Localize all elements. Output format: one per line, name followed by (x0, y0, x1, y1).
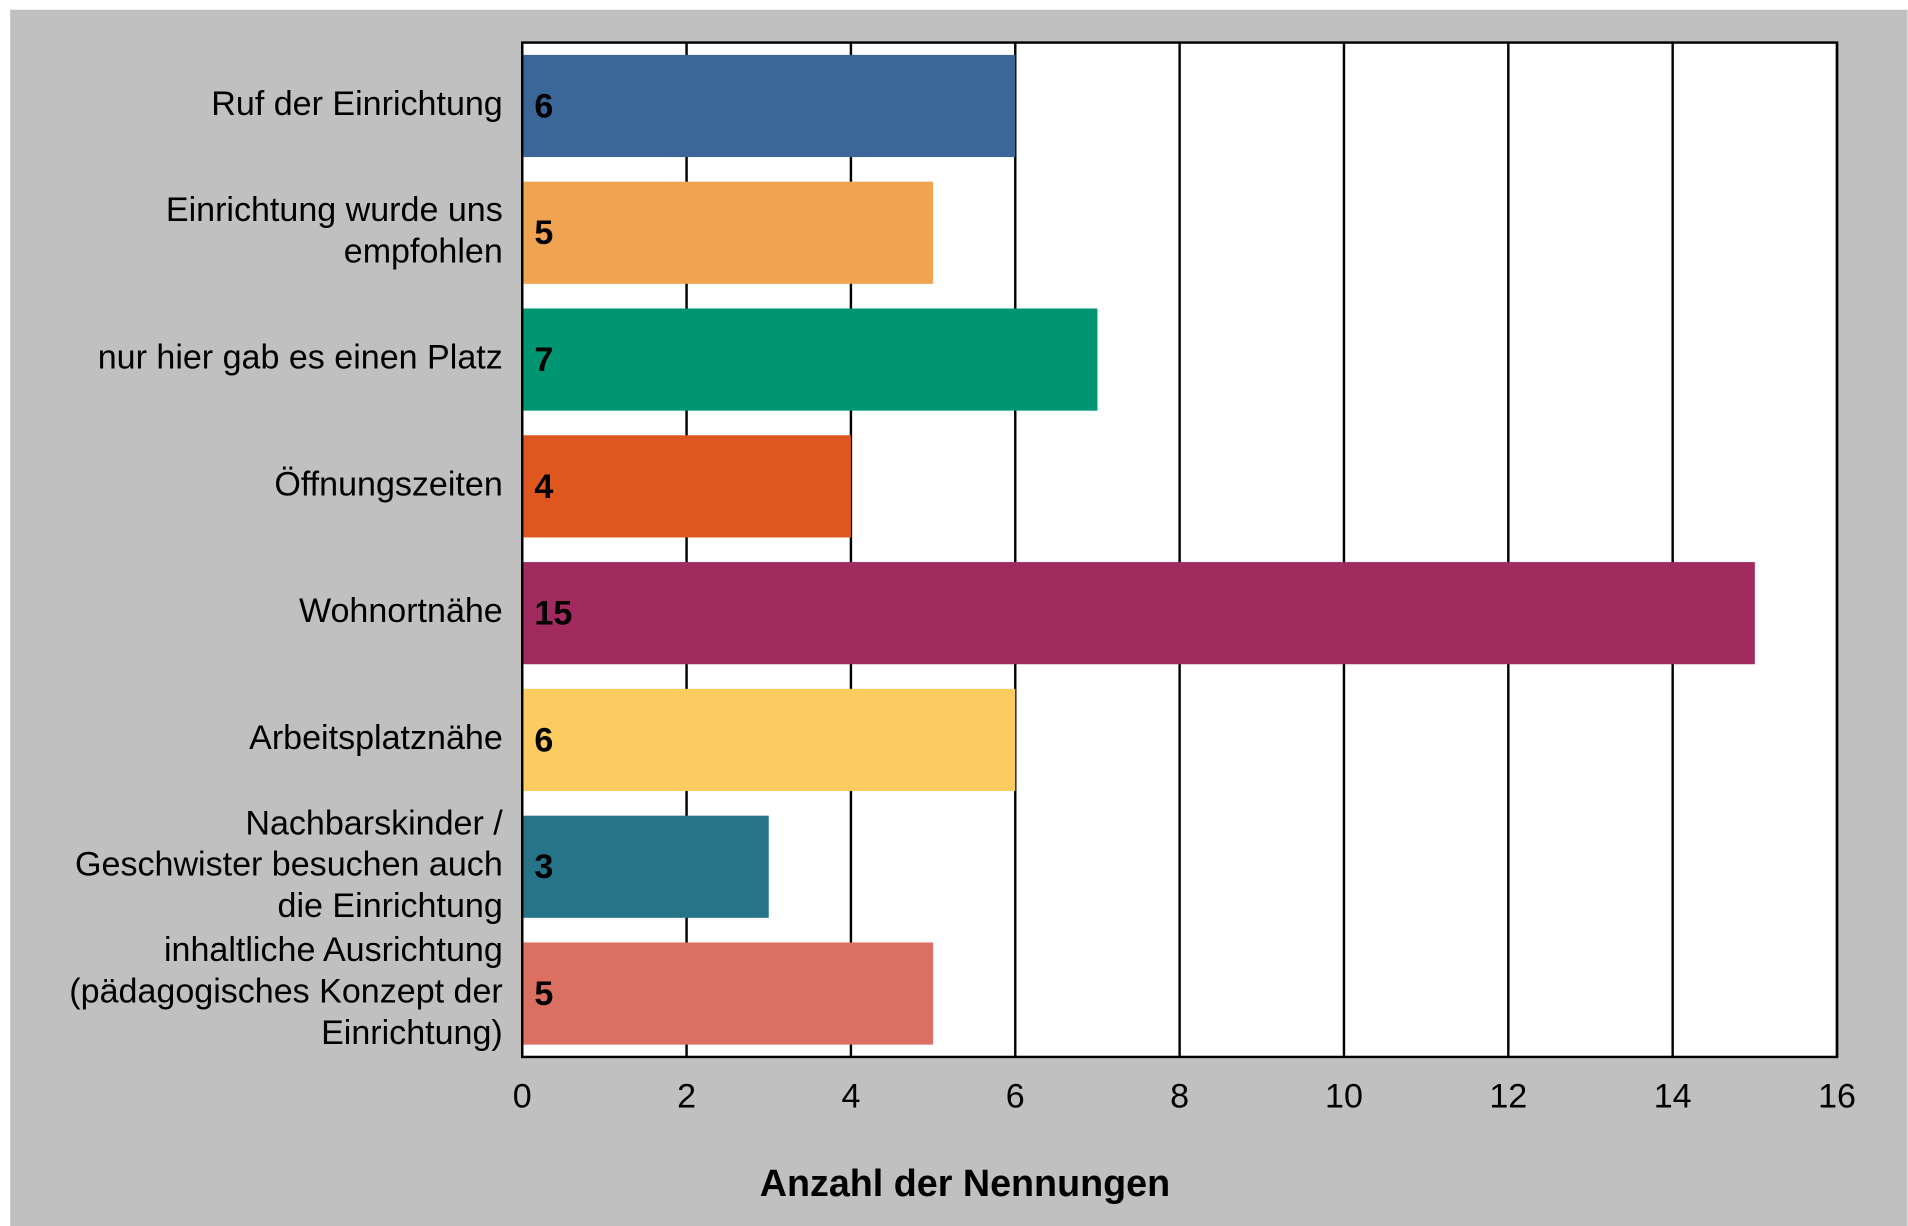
bar (522, 562, 1755, 665)
bar (522, 54, 1016, 158)
value-label: 4 (534, 468, 553, 506)
bar (522, 815, 769, 918)
bars: 6 5 7 4 15 6 3 5 (522, 54, 1755, 1045)
x-tick-label: 2 (677, 1077, 696, 1115)
x-tick-label: 16 (1818, 1077, 1856, 1115)
x-tick-label: 14 (1654, 1077, 1692, 1115)
grid (521, 42, 1839, 1057)
y-tick-label: Nachbarskinder / Geschwister besuchen auc… (75, 804, 503, 925)
x-tick-label: 4 (841, 1077, 860, 1115)
value-label: 3 (534, 848, 553, 886)
y-tick-label: Öffnungszeiten (274, 465, 502, 503)
x-tick-label: 10 (1325, 1077, 1363, 1115)
plot-border (521, 41, 1839, 1059)
bar (522, 308, 1098, 411)
y-tick-label: nur hier gab es einen Platz (98, 339, 503, 377)
x-tick-label: 6 (1006, 1077, 1025, 1115)
value-label: 15 (534, 595, 572, 633)
y-tick-label: Ruf der Einrichtung (211, 85, 502, 123)
value-label: 6 (534, 87, 553, 125)
bar (522, 942, 934, 1045)
x-tick-label: 0 (513, 1077, 532, 1115)
bar (522, 435, 851, 538)
value-label: 6 (534, 721, 553, 759)
value-label: 5 (534, 214, 553, 252)
bar (522, 181, 934, 284)
x-tick-label: 12 (1489, 1077, 1527, 1115)
y-tick-label: Einrichtung wurde uns empfohlen (166, 191, 503, 270)
value-label: 7 (534, 341, 553, 379)
y-tick-label: Wohnortnähe (299, 592, 503, 630)
value-label: 5 (534, 975, 553, 1013)
y-tick-label: inhaltliche Ausrichtung (pädagogisches Ko… (69, 931, 502, 1052)
x-tick-label: 8 (1170, 1077, 1189, 1115)
x-axis-label: Anzahl der Nennungen (760, 1162, 1170, 1204)
y-tick-label: Arbeitsplatznähe (249, 719, 503, 757)
bar (522, 688, 1016, 792)
